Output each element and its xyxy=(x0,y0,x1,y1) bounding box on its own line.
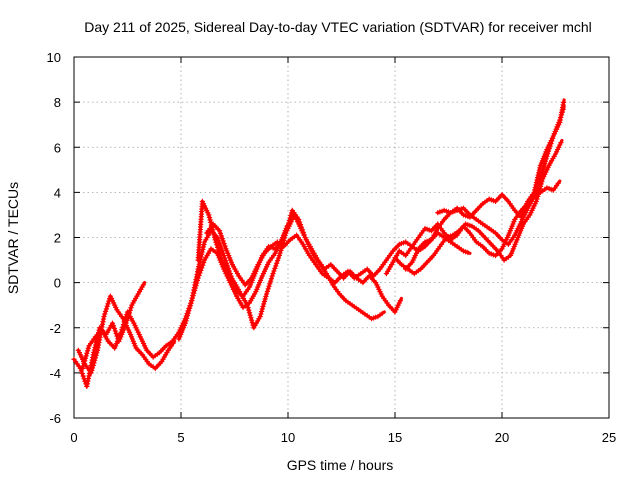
x-tick-label: 25 xyxy=(602,430,616,445)
series-markers xyxy=(435,99,567,220)
y-tick-label: 0 xyxy=(54,276,61,291)
y-tick-label: 10 xyxy=(47,50,61,65)
chart-title: Day 211 of 2025, Sidereal Day-to-day VTE… xyxy=(84,19,592,35)
series-markers xyxy=(392,140,564,277)
data-series xyxy=(71,98,567,389)
series-line xyxy=(205,222,472,287)
series-track-5 xyxy=(195,198,403,331)
series-markers xyxy=(75,293,176,376)
x-tick-label: 10 xyxy=(281,430,295,445)
series-markers xyxy=(195,198,403,331)
series-track-9 xyxy=(403,104,566,272)
series-track-8 xyxy=(392,138,564,277)
y-axis-label: SDTVAR / TECUs xyxy=(5,182,21,294)
y-tick-label: 2 xyxy=(54,231,61,246)
x-axis-label: GPS time / hours xyxy=(287,457,394,473)
y-tick-label: -4 xyxy=(49,366,61,381)
y-tick-label: -2 xyxy=(49,321,61,336)
y-tick-label: 6 xyxy=(54,140,61,155)
x-tick-label: 0 xyxy=(70,430,77,445)
x-tick-label: 5 xyxy=(177,430,184,445)
series-track-6 xyxy=(204,221,472,288)
y-tick-label: 4 xyxy=(54,185,61,200)
y-tick-label: -6 xyxy=(49,411,61,426)
y-tick-label: 8 xyxy=(54,95,61,110)
axis-ticks: 0 5 10 15 20 25 -6 -4 -2 0 2 4 6 8 10 xyxy=(47,50,617,445)
x-tick-label: 15 xyxy=(388,430,402,445)
grid-lines xyxy=(74,57,609,418)
series-track-10 xyxy=(435,98,567,220)
series-track-2 xyxy=(75,293,177,376)
x-tick-label: 20 xyxy=(495,430,509,445)
